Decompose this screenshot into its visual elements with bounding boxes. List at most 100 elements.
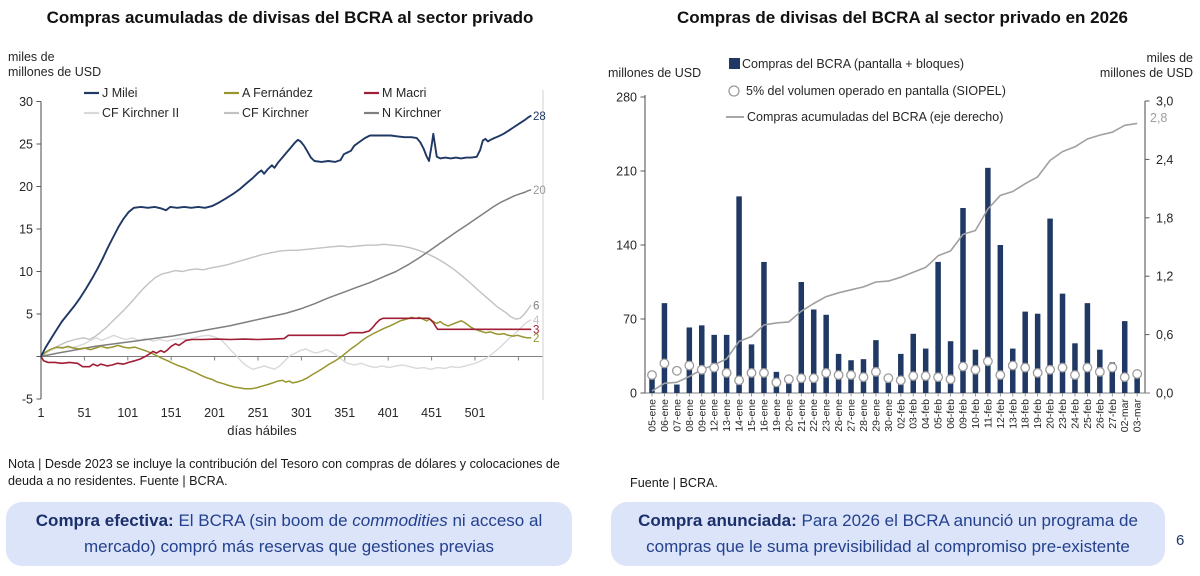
x-label-09-ene: 09-ene [696, 399, 708, 432]
x-label-20-feb: 20-feb [1045, 399, 1057, 429]
right-right-tick-label: 0,0 [1156, 387, 1173, 401]
cumulative-end-label: 2,8 [1150, 111, 1167, 125]
x-label-02-mar: 02-mar [1119, 399, 1131, 433]
circle-02-feb [895, 375, 906, 386]
end-label-cf-kirchner-ii: 4 [533, 315, 540, 327]
x-label-19-ene: 19-ene [771, 399, 783, 432]
end-label-n-kirchner: 20 [533, 185, 546, 197]
left-y-tick-label: 30 [19, 95, 33, 109]
bar-22-ene [810, 309, 817, 393]
bar-16-ene [761, 261, 767, 393]
bar-29-ene [873, 340, 879, 393]
left-y-tick-label: 5 [26, 308, 33, 322]
circle-05-ene [647, 370, 657, 380]
right-x-labels: 05-ene 06-ene 07-ene 08-ene 09-ene 12-ene 13-e… [647, 399, 1144, 433]
bar-05-ene [649, 373, 655, 393]
circle-19-ene [771, 377, 782, 388]
circle-15-ene [746, 367, 757, 378]
circle-27-ene [846, 370, 856, 380]
circle-12-ene [709, 362, 720, 373]
legend-label-0: Compras del BCRA (pantalla + bloques) [742, 57, 964, 71]
circles-group [647, 356, 1143, 388]
left-y-tick-label: -5 [22, 393, 33, 407]
bar-03-mar [1134, 371, 1140, 393]
x-label-12-feb: 12-feb [995, 399, 1007, 429]
circle-18-feb [1020, 362, 1031, 373]
x-label-28-ene: 28-ene [858, 399, 870, 432]
right-right-tick-label: 0,6 [1156, 328, 1173, 342]
x-label-27-feb: 27-feb [1107, 399, 1119, 429]
cumulative-line [651, 122, 1138, 392]
circle-28-ene [858, 372, 869, 383]
legend-label-a-fern-ndez: A Fernández [242, 86, 313, 100]
left-x-tick-label: 351 [334, 406, 355, 420]
right-left-tick-label: 70 [623, 313, 637, 327]
x-label-12-ene: 12-ene [709, 399, 721, 432]
right-right-axis-title: millones de USD [1100, 66, 1193, 80]
circle-09-feb [958, 361, 968, 372]
right-axes: 280 210 140 70 0 3,0 2,4 1,8 1,2 0,6 0,0 [616, 91, 1173, 401]
circle-23-feb [1057, 362, 1068, 373]
series-cf-kirchner [40, 243, 532, 358]
circle-30-ene [883, 373, 894, 384]
right-left-tick-label: 280 [616, 91, 637, 105]
bar-04-feb [922, 348, 929, 393]
right-right-tick-label: 1,8 [1156, 211, 1173, 225]
left-x-tick-label: 201 [204, 406, 225, 420]
callout-right-text: Para 2026 el BCRA anunció un programa de… [646, 511, 1138, 556]
right-left-tick-label: 140 [616, 239, 637, 253]
circle-13-ene [721, 367, 732, 378]
left-legend: J Milei A Fernández M Macri CF Kirchner II C… [84, 86, 441, 120]
circle-10-feb [970, 364, 981, 375]
legend-circle-swatch [728, 85, 740, 97]
left-y-tick-label: 25 [19, 138, 33, 152]
left-x-tick-label: 51 [77, 406, 91, 420]
x-label-26-ene: 26-ene [833, 399, 845, 432]
page-number: 6 [1176, 532, 1185, 549]
x-label-24-feb: 24-feb [1069, 399, 1081, 429]
right-right-tick-label: 2,4 [1156, 153, 1173, 167]
end-label-cf-kirchner: 6 [533, 301, 539, 313]
bar-12-feb [997, 245, 1004, 393]
x-label-13-feb: 13-feb [1007, 399, 1019, 429]
circle-23-ene [821, 367, 832, 378]
circle-24-feb [1070, 370, 1080, 380]
legend-label-cf-kirchner-ii: CF Kirchner II [102, 106, 179, 120]
bar-14-ene [736, 196, 742, 393]
callout-left-text-1: El BCRA (sin boom de [173, 511, 353, 530]
x-label-03-mar: 03-mar [1132, 399, 1144, 433]
legend-square-swatch [729, 58, 740, 69]
bar-08-ene [686, 327, 693, 393]
bar-19-feb [1034, 313, 1041, 393]
x-label-06-feb: 06-feb [945, 399, 957, 429]
legend-label-j-milei: J Milei [102, 86, 137, 100]
x-label-13-ene: 13-ene [721, 399, 733, 432]
x-label-25-feb: 25-feb [1082, 399, 1094, 429]
x-label-09-feb: 09-feb [958, 399, 970, 429]
right-left-tick-label: 210 [616, 165, 637, 179]
bar-07-ene [674, 384, 680, 393]
x-label-06-ene: 06-ene [659, 399, 671, 432]
circle-29-ene [870, 366, 881, 377]
end-label-a-fern-ndez: 2 [533, 333, 539, 345]
circle-27-feb [1107, 362, 1118, 373]
legend-label-m-macri: M Macri [382, 86, 426, 100]
circle-02-mar [1119, 372, 1130, 383]
x-label-05-feb: 05-feb [933, 399, 945, 429]
callout-left-italic: commodities [352, 511, 448, 530]
callout-left-text-2: ni acceso al mercado) compró más reserva… [83, 511, 543, 556]
circle-19-feb [1032, 367, 1043, 378]
right-right-tick-label: 3,0 [1156, 95, 1173, 109]
left-y-axis-title: millones de USD [8, 65, 101, 79]
bar-03-feb [910, 333, 916, 393]
right-left-axis-title: millones de USD [608, 66, 701, 80]
left-x-tick-label: 401 [378, 406, 399, 420]
x-label-10-feb: 10-feb [970, 399, 982, 429]
right-legend: Compras del BCRA (pantalla + bloques) 5% … [726, 57, 1006, 124]
left-x-tick-label: 251 [248, 406, 269, 420]
x-label-19-feb: 19-feb [1032, 399, 1044, 429]
left-x-tick-label: 1 [38, 406, 45, 420]
right-chart-source: Fuente | BCRA. [630, 476, 718, 490]
bar-11-feb [985, 167, 991, 393]
right-right-axis-title: miles de [1146, 51, 1193, 65]
